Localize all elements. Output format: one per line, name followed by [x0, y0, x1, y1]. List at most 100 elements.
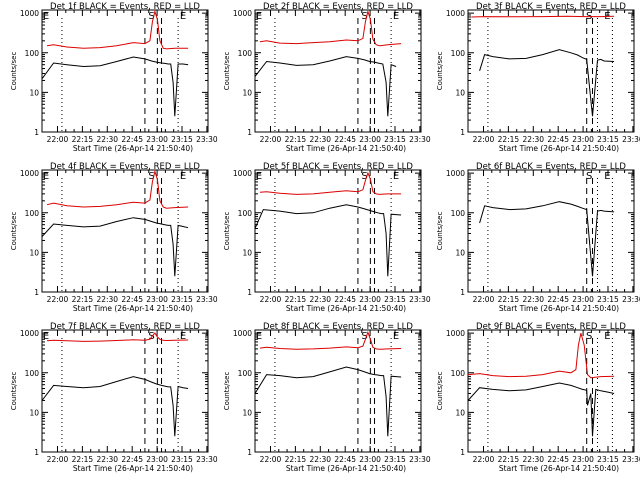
y-tick-label: 1000: [233, 169, 252, 178]
y-tick-label: 1000: [20, 9, 39, 18]
chart-panel-4: Det 4f BLACK = Events, RED = LLD Counts/s…: [10, 162, 218, 313]
chart-panel-5: Det 5f BLACK = Events, RED = LLD Counts/s…: [223, 162, 431, 313]
y-tick-label: 100: [451, 209, 466, 218]
marker-label: S: [361, 171, 367, 182]
x-tick-label: 23:00: [572, 135, 594, 144]
y-tick-label: 1000: [446, 169, 465, 178]
y-tick-label: 10: [29, 88, 39, 97]
x-tick-label: 23:30: [196, 135, 218, 144]
x-tick-label: 22:15: [72, 135, 94, 144]
plot-frame: [41, 9, 209, 133]
x-tick-label: 23:00: [146, 455, 168, 464]
y-tick-label: 10: [242, 88, 252, 97]
x-tick-label: 22:30: [96, 135, 118, 144]
lld-series-line: [46, 169, 189, 209]
x-tick-label: 22:45: [334, 135, 356, 144]
lld-series-line: [46, 332, 189, 342]
chart-title: Det 1f BLACK = Events, RED = LLD: [50, 2, 200, 12]
x-tick-label: 23:15: [171, 135, 193, 144]
y-tick-label: 1000: [446, 329, 465, 338]
marker-label: S: [586, 171, 592, 182]
x-tick-label: 22:15: [72, 295, 94, 304]
marker-label: E: [604, 331, 610, 342]
events-series-line: [254, 56, 397, 117]
marker-label: E: [256, 171, 262, 182]
plot-frame: [254, 329, 422, 453]
lld-series-line: [259, 171, 402, 195]
x-tick-label: 23:30: [622, 295, 640, 304]
x-axis-label: Start Time (26-Apr-14 21:50:40): [499, 464, 619, 473]
x-tick-label: 22:00: [260, 135, 282, 144]
y-tick-label: 1: [460, 448, 465, 457]
y-tick-label: 100: [25, 209, 40, 218]
marker-label: E: [43, 11, 49, 22]
y-tick-label: 100: [238, 49, 253, 58]
y-tick-label: 1: [460, 288, 465, 297]
y-axis-label: Counts/sec: [436, 52, 444, 91]
x-axis-label: Start Time (26-Apr-14 21:50:40): [286, 304, 406, 313]
x-tick-label: 23:15: [171, 455, 193, 464]
y-axis-label: Counts/sec: [223, 212, 231, 251]
x-tick-label: 22:45: [547, 455, 569, 464]
marker-label: E: [393, 331, 399, 342]
y-tick-label: 10: [29, 408, 39, 417]
marker-label: E: [43, 331, 49, 342]
y-axis-label: Counts/sec: [436, 372, 444, 411]
events-series-line: [479, 201, 615, 277]
events-series-line: [254, 366, 402, 437]
x-axis-label: Start Time (26-Apr-14 21:50:40): [73, 144, 193, 153]
chart-panel-7: Det 7f BLACK = Events, RED = LLD Counts/s…: [10, 322, 218, 473]
events-series-line: [467, 382, 615, 437]
chart-panel-6: Det 6f BLACK = Events, RED = LLD Counts/s…: [436, 162, 640, 313]
x-tick-label: 22:00: [260, 455, 282, 464]
x-tick-label: 22:00: [473, 135, 495, 144]
chart-title: Det 2f BLACK = Events, RED = LLD: [263, 2, 413, 12]
x-tick-label: 22:00: [47, 455, 69, 464]
x-tick-label: 22:15: [72, 455, 94, 464]
y-tick-label: 1: [460, 128, 465, 137]
x-tick-label: 22:15: [498, 455, 520, 464]
marker-label: E: [180, 171, 186, 182]
lld-series-line: [259, 9, 402, 47]
y-tick-label: 100: [238, 209, 253, 218]
chart-title: Det 9f BLACK = Events, RED = LLD: [476, 322, 626, 332]
x-tick-label: 23:15: [597, 135, 619, 144]
y-axis-label: Counts/sec: [10, 212, 18, 251]
x-tick-label: 22:30: [309, 455, 331, 464]
y-tick-label: 100: [25, 49, 40, 58]
plot-frame: [254, 169, 422, 293]
plot-frame: [467, 169, 635, 293]
marker-label: E: [256, 11, 262, 22]
x-tick-label: 22:45: [334, 295, 356, 304]
plot-frame: [254, 9, 422, 133]
x-axis-label: Start Time (26-Apr-14 21:50:40): [73, 464, 193, 473]
x-tick-label: 22:15: [498, 295, 520, 304]
x-tick-label: 22:30: [96, 295, 118, 304]
x-tick-label: 23:15: [384, 295, 406, 304]
x-tick-label: 22:45: [547, 295, 569, 304]
chart-title: Det 3f BLACK = Events, RED = LLD: [476, 2, 626, 12]
chart-title: Det 7f BLACK = Events, RED = LLD: [50, 322, 200, 332]
y-tick-label: 100: [238, 369, 253, 378]
marker-label: E: [180, 331, 186, 342]
y-tick-label: 1: [34, 448, 39, 457]
chart-title: Det 8f BLACK = Events, RED = LLD: [263, 322, 413, 332]
y-tick-label: 100: [451, 49, 466, 58]
lld-series-line: [46, 9, 189, 50]
y-tick-label: 1000: [446, 9, 465, 18]
chart-panel-1: Det 1f BLACK = Events, RED = LLD Counts/s…: [10, 2, 218, 153]
y-tick-label: 10: [242, 408, 252, 417]
y-tick-label: 1: [34, 128, 39, 137]
y-tick-label: 1000: [233, 329, 252, 338]
x-tick-label: 22:30: [522, 455, 544, 464]
events-series-line: [41, 56, 189, 117]
y-tick-label: 10: [242, 248, 252, 257]
x-tick-label: 22:30: [522, 135, 544, 144]
chart-panel-2: Det 2f BLACK = Events, RED = LLD Counts/s…: [223, 2, 431, 153]
y-tick-label: 1: [247, 288, 252, 297]
x-tick-label: 22:30: [309, 135, 331, 144]
y-axis-label: Counts/sec: [10, 372, 18, 411]
x-tick-label: 22:45: [121, 295, 143, 304]
y-axis-label: Counts/sec: [436, 212, 444, 251]
